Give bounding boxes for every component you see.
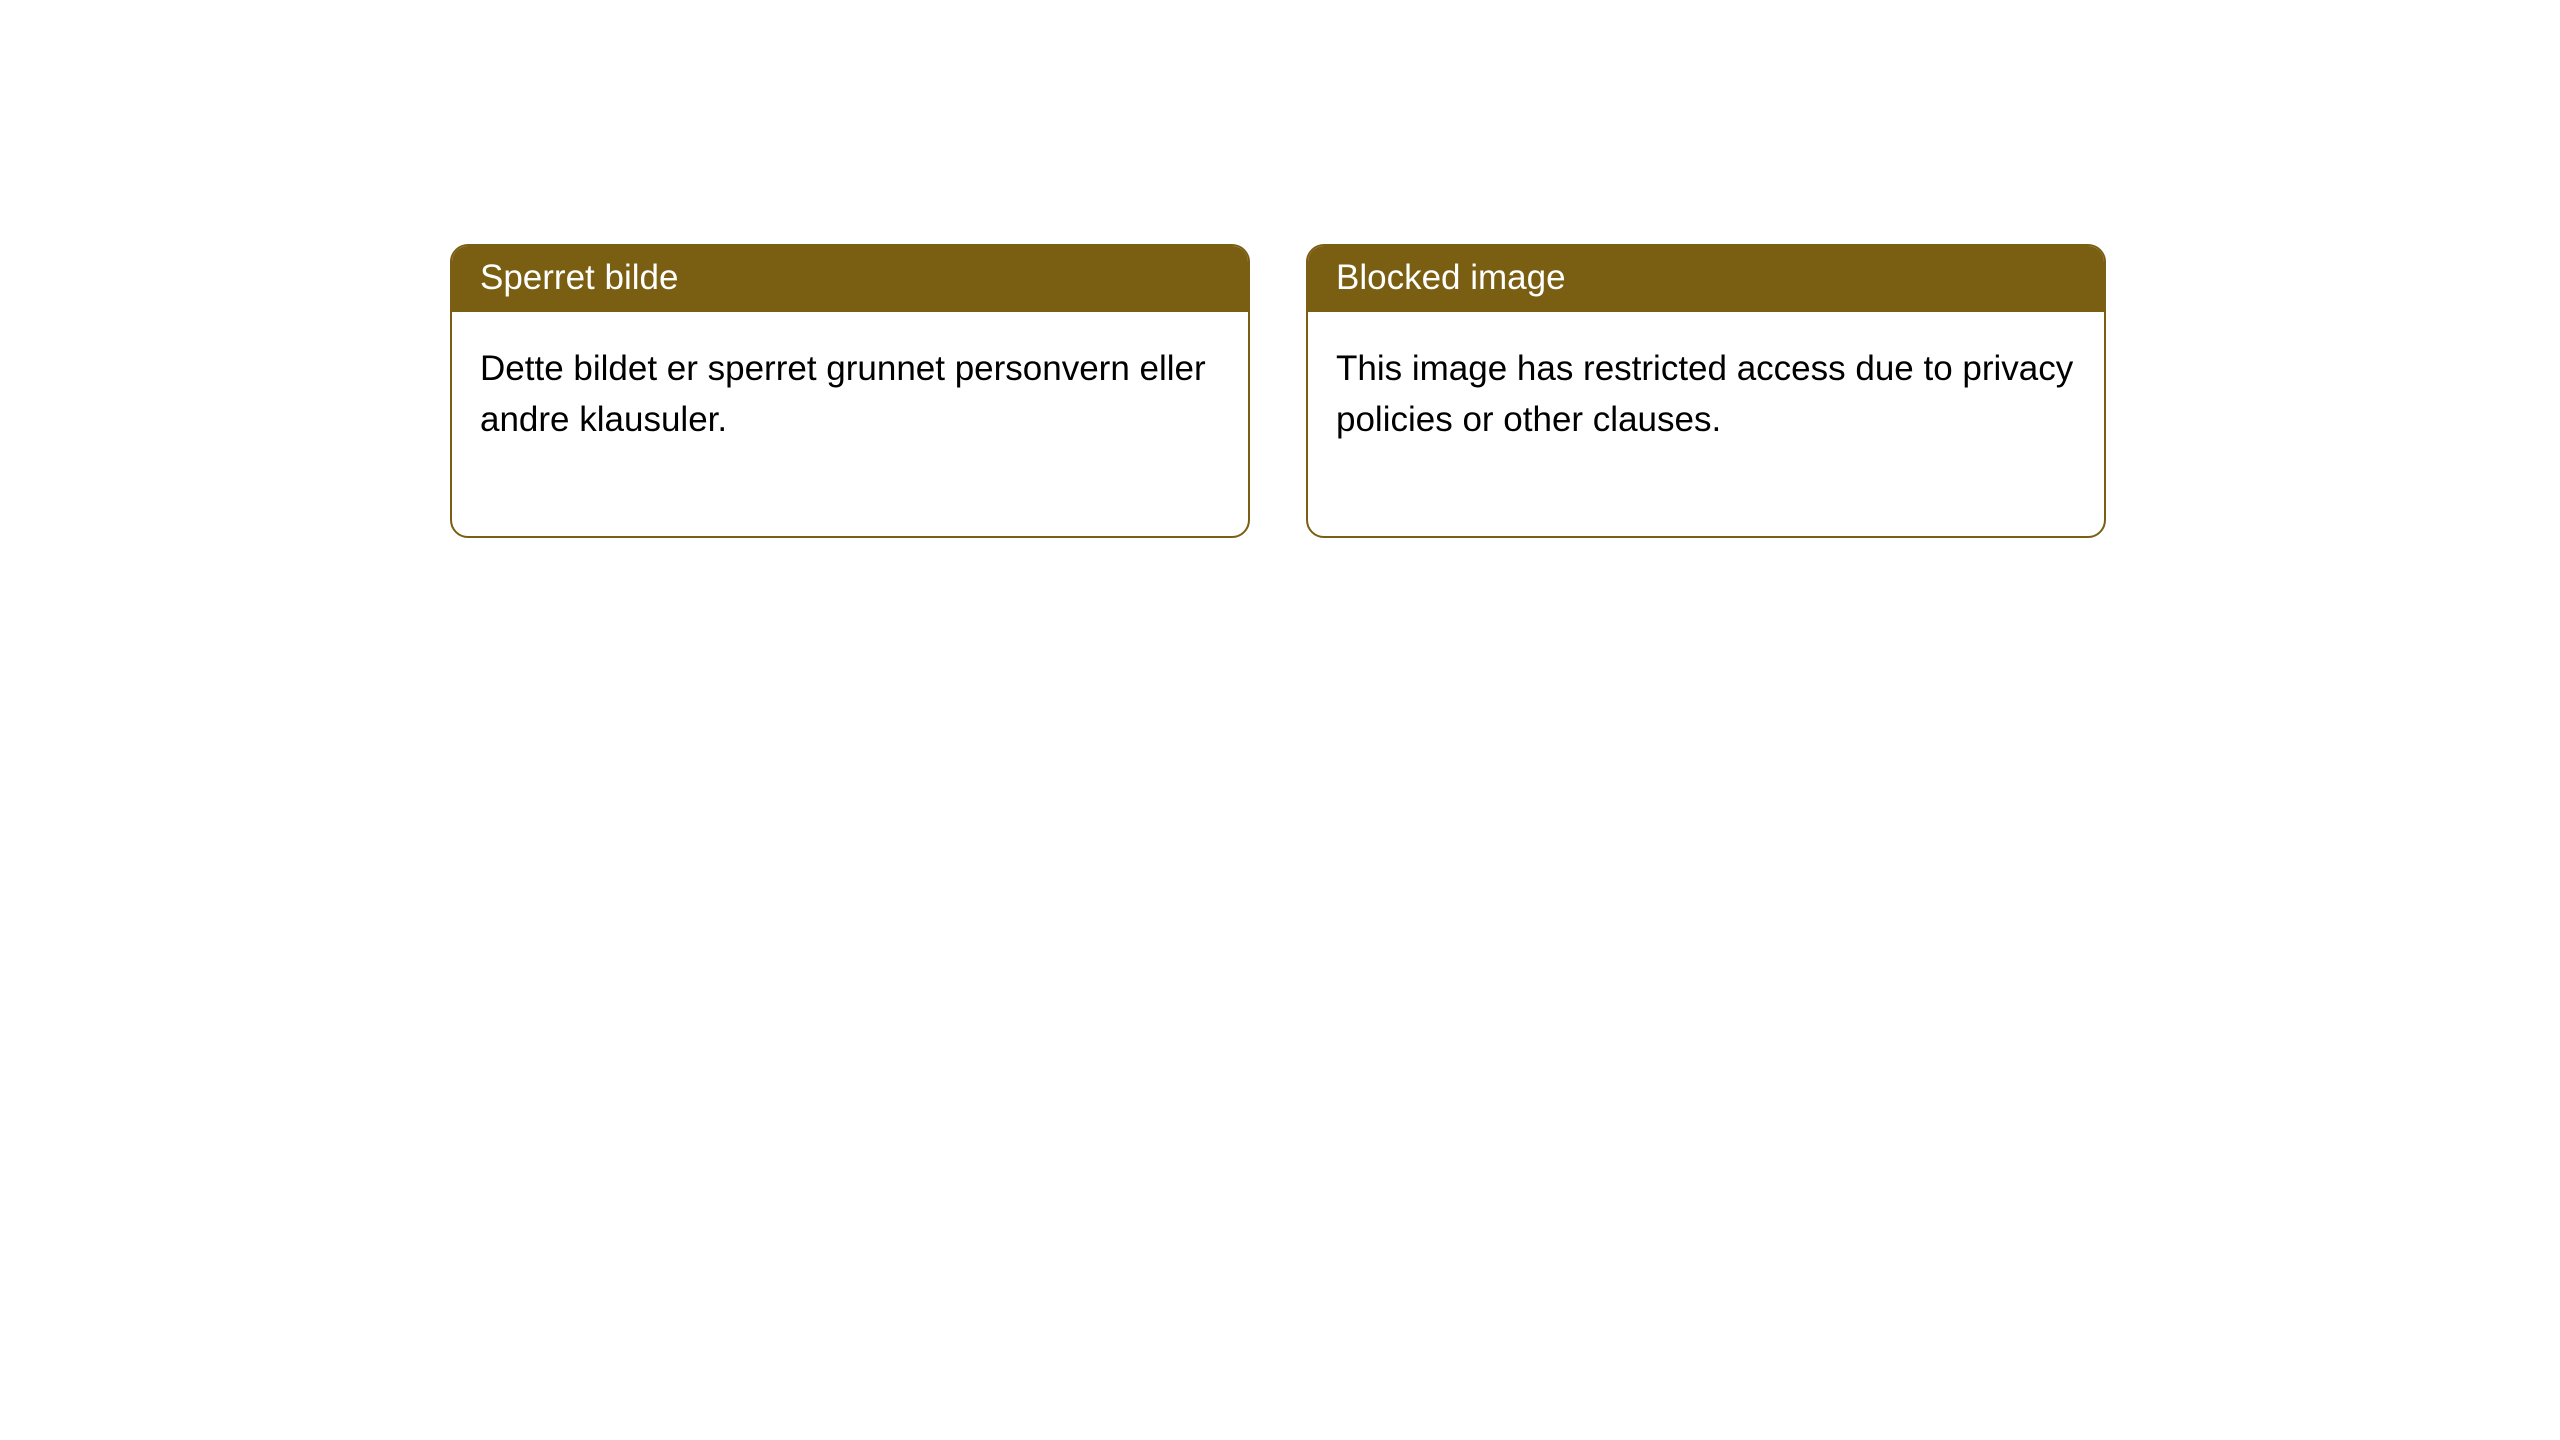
notice-card-norwegian: Sperret bilde Dette bildet er sperret gr… bbox=[450, 244, 1250, 538]
notice-card-message: Dette bildet er sperret grunnet personve… bbox=[480, 349, 1206, 439]
notice-card-title: Sperret bilde bbox=[480, 258, 678, 297]
notice-card-title: Blocked image bbox=[1336, 258, 1566, 297]
notice-card-body: This image has restricted access due to … bbox=[1308, 312, 2104, 536]
notice-card-body: Dette bildet er sperret grunnet personve… bbox=[452, 312, 1248, 536]
notice-card-message: This image has restricted access due to … bbox=[1336, 349, 2073, 439]
notice-card-header: Sperret bilde bbox=[452, 246, 1248, 312]
notice-card-header: Blocked image bbox=[1308, 246, 2104, 312]
notice-card-english: Blocked image This image has restricted … bbox=[1306, 244, 2106, 538]
notice-container: Sperret bilde Dette bildet er sperret gr… bbox=[450, 244, 2106, 538]
